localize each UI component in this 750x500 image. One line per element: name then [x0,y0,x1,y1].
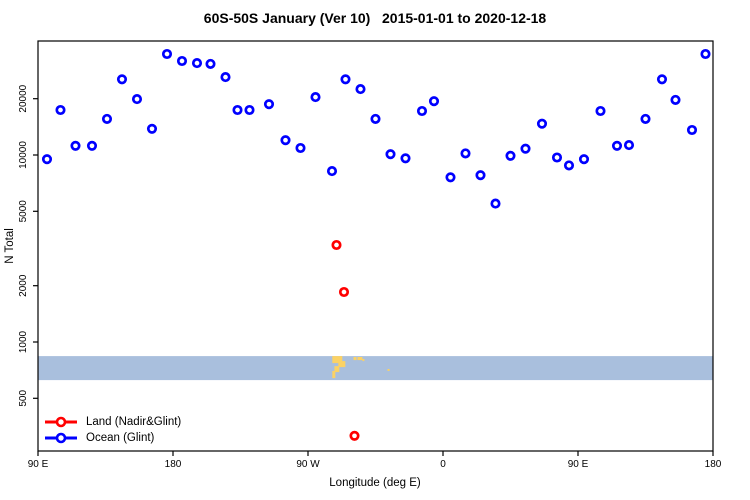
ocean-point [611,140,623,151]
plot-box [37,40,714,452]
ocean-point [686,124,698,136]
y-tick-label: 20000 [18,84,29,112]
ocean-point [176,55,188,67]
ocean-point [340,74,351,85]
ocean-point [70,140,81,151]
ocean-point [700,48,711,60]
land-point [349,430,360,441]
x-tick-label: 180 [705,459,722,470]
ocean-point [131,94,143,105]
y-tick-label: 5000 [18,200,29,223]
map-strip-land-patch [332,370,336,379]
legend-entry-land: Land (Nadir&Glint) [44,415,181,429]
map-strip-land-patch [332,356,343,364]
land-point [331,239,342,251]
x-axis-label: Longitude (deg E) [329,477,421,489]
ocean-point [310,92,321,103]
ocean-point [536,118,548,129]
map-strip-land-patch [334,366,340,373]
ocean-point [551,152,563,163]
legend: Land (Nadir&Glint) Ocean (Glint) [44,415,181,445]
ocean-point [55,104,66,116]
ocean-marker-icon [45,432,77,444]
ocean-point [400,153,411,164]
map-strip-land-patch [338,361,346,368]
ocean-point [445,172,456,183]
x-tick-label: 90 W [296,459,320,470]
ocean-point [623,140,635,151]
ocean-point [41,154,53,165]
ocean-point [460,148,471,159]
ocean-point [295,142,306,154]
ocean-point [220,72,231,83]
land-point [338,286,350,298]
x-tick-label: 90 E [28,459,49,470]
ocean-point [86,140,98,151]
ocean-point [191,58,203,69]
ocean-point [355,84,366,95]
ocean-point [595,105,606,117]
land-marker-icon [45,416,77,428]
ocean-point [656,74,668,85]
y-tick-label: 1000 [18,330,29,353]
x-tick-label: 180 [165,459,182,470]
ocean-point [146,123,158,134]
ocean-point [475,170,486,181]
ocean-point [116,74,128,85]
ocean-point [670,94,681,105]
y-tick-label: 500 [18,390,29,407]
ocean-point [101,113,113,124]
ocean-point [490,198,501,209]
y-tick-label: 2000 [18,274,29,297]
x-tick-label: 90 E [568,459,589,470]
ocean-point [205,58,216,69]
ocean-point [385,149,396,160]
ocean-point [161,48,173,60]
map-strip-land-patch [357,357,363,361]
ocean-point [416,105,428,117]
chart-title: 60S-50S January (Ver 10) 2015-01-01 to 2… [203,10,547,26]
map-strip-land-patch [353,357,357,361]
x-tick-label: 0 [440,459,446,470]
ocean-point [370,113,381,124]
ocean-point [428,96,440,107]
legend-entry-ocean: Ocean (Glint) [44,431,181,445]
ocean-point [520,143,531,154]
ocean-point [326,166,338,177]
ocean-point [640,113,651,124]
map-strip-land-patch [362,358,365,362]
legend-label-ocean: Ocean (Glint) [86,432,155,444]
ocean-point [578,154,590,165]
map-strip-ocean [38,356,713,381]
ocean-point [232,104,243,116]
ocean-point [244,104,255,116]
y-tick-label: 10000 [18,141,29,169]
ocean-point [505,150,516,161]
ocean-point [563,160,575,171]
legend-label-land: Land (Nadir&Glint) [86,416,182,428]
ocean-point [263,99,275,110]
map-strip-land-patch [387,369,390,371]
ocean-point [280,135,291,146]
